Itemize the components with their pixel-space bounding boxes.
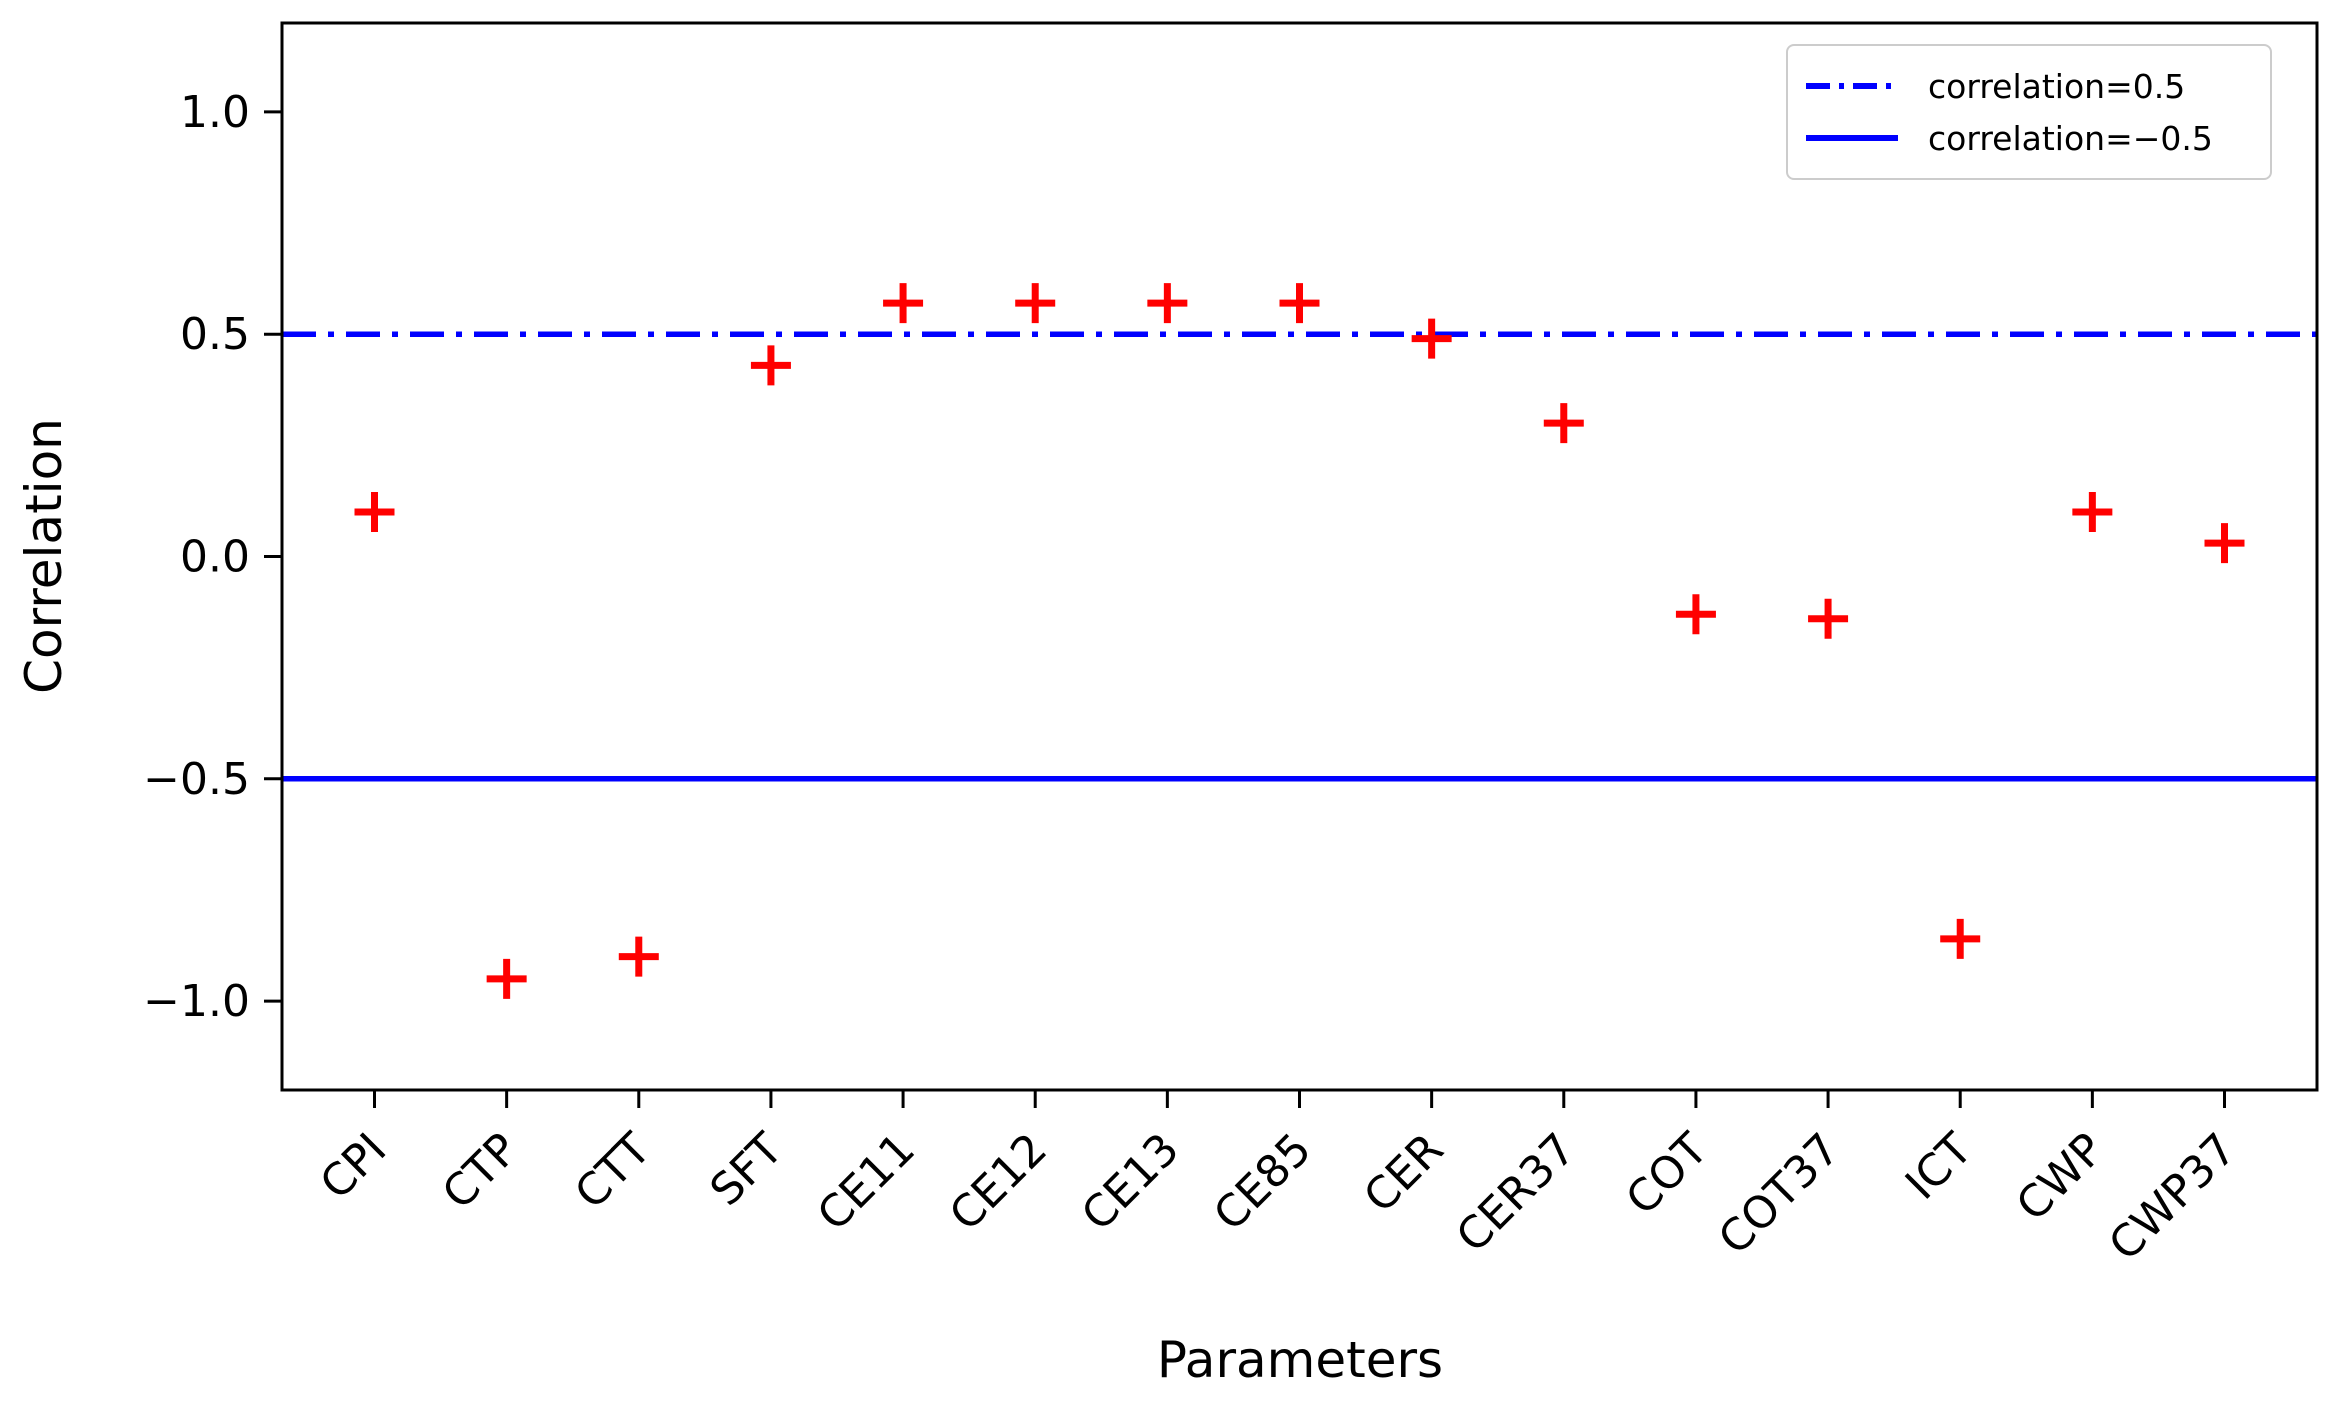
data-point-ICT bbox=[1940, 918, 1981, 959]
data-point-CE85 bbox=[1279, 283, 1320, 324]
x-tick-label: CWP37 bbox=[2099, 1124, 2246, 1271]
x-tick-label: CE85 bbox=[1204, 1124, 1321, 1241]
y-tick-label: −1.0 bbox=[143, 976, 250, 1027]
x-tick-label: COT bbox=[1616, 1124, 1717, 1225]
x-tick-label: CTT bbox=[565, 1124, 660, 1219]
data-point-CWP bbox=[2072, 492, 2113, 533]
data-point-CE11 bbox=[883, 283, 924, 324]
data-point-CER37 bbox=[1543, 403, 1584, 444]
x-tick-label: CE13 bbox=[1072, 1124, 1189, 1241]
y-axis-title: Correlation bbox=[15, 418, 73, 694]
data-point-CTT bbox=[618, 936, 659, 977]
x-tick-label: CE11 bbox=[808, 1124, 925, 1241]
data-point-CE13 bbox=[1147, 283, 1188, 324]
data-point-SFT bbox=[750, 345, 791, 386]
x-tick-label: CER37 bbox=[1447, 1124, 1586, 1263]
solid-line-icon bbox=[1806, 135, 1898, 141]
x-tick-label: CE12 bbox=[940, 1124, 1057, 1241]
x-tick-label: SFT bbox=[701, 1124, 793, 1216]
x-axis-title: Parameters bbox=[1156, 1331, 1444, 1389]
y-axis: 1.0 0.5 0.0 −0.5 −1.0 bbox=[143, 87, 282, 1027]
y-tick-label: 0.5 bbox=[180, 309, 250, 360]
x-tick-label: CWP bbox=[2007, 1124, 2114, 1231]
y-tick-label: 1.0 bbox=[180, 87, 250, 138]
legend: correlation=0.5 correlation=−0.5 bbox=[1786, 44, 2272, 180]
data-points bbox=[354, 283, 2245, 999]
legend-entry-solid: correlation=−0.5 bbox=[1804, 112, 2252, 164]
x-tick-label: CTP bbox=[433, 1124, 529, 1220]
data-point-CTP bbox=[486, 958, 527, 999]
legend-entry-dashdot: correlation=0.5 bbox=[1804, 60, 2252, 112]
x-tick-label: CPI bbox=[311, 1124, 397, 1210]
data-point-CPI bbox=[354, 492, 395, 533]
plot-border bbox=[280, 21, 2319, 1092]
x-tick-label: CER bbox=[1354, 1124, 1453, 1223]
data-point-CE12 bbox=[1015, 283, 1056, 324]
data-point-COT bbox=[1675, 594, 1716, 635]
legend-label-solid: correlation=−0.5 bbox=[1928, 118, 2213, 158]
x-tick-label: ICT bbox=[1896, 1124, 1982, 1210]
dashdot-line-icon bbox=[1806, 83, 1898, 89]
legend-label-dashdot: correlation=0.5 bbox=[1928, 66, 2186, 106]
y-tick-label: −0.5 bbox=[143, 754, 250, 805]
data-point-CER bbox=[1411, 318, 1452, 359]
x-tick-label: COT37 bbox=[1709, 1124, 1850, 1265]
data-point-COT37 bbox=[1808, 598, 1849, 639]
data-point-CWP37 bbox=[2204, 523, 2245, 564]
y-tick-label: 0.0 bbox=[180, 532, 250, 583]
